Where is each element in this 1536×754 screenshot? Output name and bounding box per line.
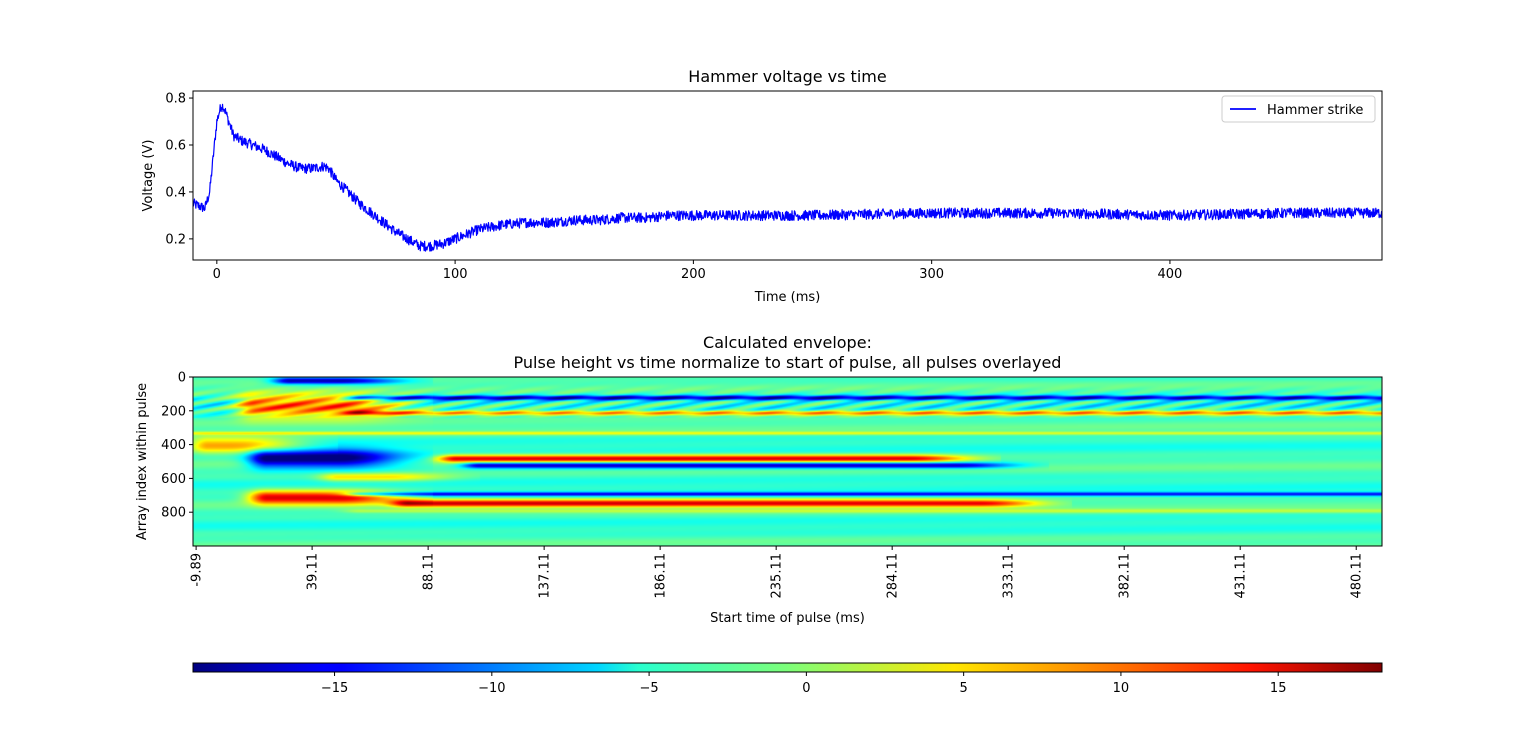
heatmap-image xyxy=(193,377,1382,546)
line-y-tick-label: 0.6 xyxy=(165,138,186,153)
colorbar-tick-label: 10 xyxy=(1113,681,1130,696)
line-x-axis-label: Time (ms) xyxy=(754,290,821,305)
line-x-tick-label: 100 xyxy=(443,267,468,282)
heatmap-chart: Calculated envelope: Pulse height vs tim… xyxy=(135,333,1383,626)
series-line-hammer-strike xyxy=(193,103,1382,252)
heatmap-x-tick-label: 137.11 xyxy=(538,553,553,599)
heatmap-x-tick-label: 382.11 xyxy=(1118,553,1133,599)
line-y-tick-label: 0.4 xyxy=(165,185,186,200)
colorbar-tick-label: 5 xyxy=(960,681,968,696)
heatmap-x-tick-label: 284.11 xyxy=(886,553,901,599)
heatmap-frame xyxy=(192,376,1383,547)
heatmap-x-tick-label: 186.11 xyxy=(654,553,669,599)
line-y-axis-label: Voltage (V) xyxy=(141,140,156,212)
colorbar: −15 −10 −5 0 5 10 15 xyxy=(192,662,1383,696)
heatmap-title-line-1: Calculated envelope: xyxy=(703,333,872,352)
heatmap-y-tick-label: 800 xyxy=(161,506,186,521)
colorbar-tick-label: −5 xyxy=(640,681,659,696)
line-x-tick-label: 400 xyxy=(1158,267,1183,282)
heatmap-x-tick-label: 39.11 xyxy=(306,553,321,590)
heatmap-y-axis: 0 200 400 600 800 xyxy=(161,371,193,521)
line-x-tick-label: 200 xyxy=(681,267,706,282)
line-chart-frame xyxy=(192,90,1383,261)
line-chart-title: Hammer voltage vs time xyxy=(688,67,886,86)
line-y-axis: 0.2 0.4 0.6 0.8 xyxy=(165,92,193,247)
heatmap-title-line-2: Pulse height vs time normalize to start … xyxy=(514,353,1062,372)
heatmap-x-tick-label: 235.11 xyxy=(770,553,785,599)
heatmap-x-axis: -9.89 39.11 88.11 137.11 186.11 235.11 284.11 3… xyxy=(190,546,1365,599)
heatmap-y-tick-label: 600 xyxy=(161,472,186,487)
legend: Hammer strike xyxy=(1221,95,1376,123)
line-x-tick-label: 300 xyxy=(919,267,944,282)
heatmap-y-tick-label: 400 xyxy=(161,438,186,453)
colorbar-tick-label: −15 xyxy=(321,681,348,696)
colorbar-tick-label: −10 xyxy=(478,681,505,696)
line-plot-area xyxy=(193,103,1382,252)
colorbar-gradient xyxy=(192,662,1383,673)
colorbar-axis: −15 −10 −5 0 5 10 15 xyxy=(321,672,1287,696)
line-chart: Hammer voltage vs time 0 100 200 300 400 0.2… xyxy=(141,67,1383,305)
heatmap-x-axis-label: Start time of pulse (ms) xyxy=(710,611,865,626)
legend-label-hammer-strike: Hammer strike xyxy=(1267,103,1363,118)
heatmap-x-tick-label: 480.11 xyxy=(1350,553,1365,599)
heatmap-x-tick-label: 333.11 xyxy=(1002,553,1017,599)
heatmap-y-axis-label: Array index within pulse xyxy=(135,383,150,540)
colorbar-tick-label: 15 xyxy=(1270,681,1287,696)
heatmap-y-tick-label: 0 xyxy=(178,371,186,386)
colorbar-tick-label: 0 xyxy=(802,681,810,696)
line-x-axis: 0 100 200 300 400 xyxy=(213,260,1183,282)
heatmap-x-tick-label: 88.11 xyxy=(422,553,437,590)
legend-box xyxy=(1221,95,1376,123)
heatmap-x-tick-label: 431.11 xyxy=(1234,553,1249,599)
heatmap-y-tick-label: 200 xyxy=(161,404,186,419)
line-y-tick-label: 0.2 xyxy=(165,232,186,247)
line-x-tick-label: 0 xyxy=(213,267,221,282)
heatmap-x-tick-label: -9.89 xyxy=(190,553,205,587)
line-y-tick-label: 0.8 xyxy=(165,92,186,107)
